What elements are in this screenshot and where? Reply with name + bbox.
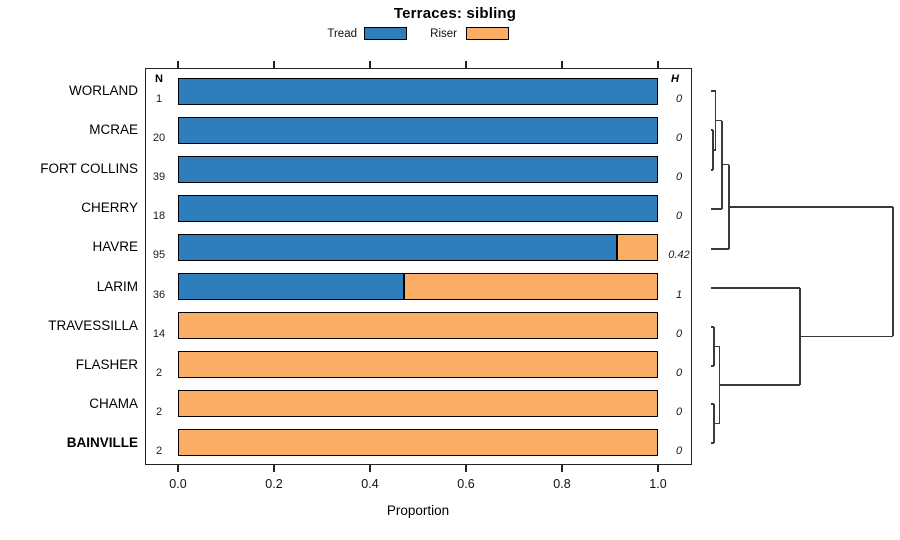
chart-title: Terraces: sibling [393,5,517,22]
x-axis-tick-bottom [657,465,659,472]
x-axis-tick-top [465,61,467,68]
dendrogram-segment [718,346,721,424]
category-label: FORT COLLINS [40,161,138,177]
dendrogram-segment [711,365,714,367]
category-label: TRAVESSILLA [48,317,138,333]
n-value: 18 [152,210,166,223]
bar-segment-riser [178,390,658,418]
h-value: 0 [675,210,683,223]
h-value: 0 [675,444,683,457]
bar-segment-tread [178,155,658,183]
n-value: 36 [152,288,166,301]
n-column-header: N [155,73,163,85]
h-value: 0 [675,171,683,184]
bar-segment-tread [178,273,404,301]
dendrogram-segment [729,206,893,208]
category-label: LARIM [96,278,138,294]
bar-segment-tread [178,194,658,222]
dendrogram-segment [892,206,894,337]
dendrogram-segment [719,384,800,386]
h-value: 0 [675,132,683,145]
n-value: 1 [155,93,163,105]
category-label: CHAMA [89,395,138,411]
n-value: 20 [152,132,166,145]
x-axis-label: Proportion [386,503,450,518]
bar-segment-riser [178,312,658,340]
bar-segment-riser [617,233,658,261]
dendrogram-segment [711,90,716,92]
n-value: 14 [152,327,166,340]
category-label: CHERRY [81,200,138,216]
x-axis-tick-bottom [369,465,371,472]
bar-segment-tread [178,233,618,261]
dendrogram-segment [711,208,722,210]
dendrogram-segment [711,248,729,250]
x-axis-tick-label: 0.4 [361,477,379,491]
x-axis-tick-top [561,61,563,68]
dendrogram-segment [714,345,720,348]
legend-label-tread: Tread [327,28,357,40]
dendrogram-segment [713,149,716,151]
h-value: 0 [675,366,683,379]
legend-label-riser: Riser [430,28,457,40]
bar-segment-tread [178,77,658,105]
x-axis-tick-bottom [177,465,179,472]
bar-segment-tread [178,116,658,144]
dendrogram-segment [711,169,713,171]
x-axis-tick-top [369,61,371,68]
category-label: FLASHER [75,356,138,372]
bar-segment-riser [403,273,658,301]
dendrogram-segment [711,442,714,444]
dendrogram-segment [711,326,714,328]
dendrogram-segment [711,403,714,405]
n-value: 2 [155,444,163,457]
h-value: 0 [675,327,683,340]
dendrogram-segment [713,327,715,366]
category-label: MCRAE [89,122,138,138]
x-axis-tick-label: 1.0 [649,477,667,491]
dendrogram-segment [800,335,893,338]
dendrogram-segment [728,164,730,249]
dendrogram-segment [722,164,729,166]
h-value: 0.42 [668,249,690,262]
category-label: WORLAND [68,83,138,98]
h-column-header: H [671,73,679,85]
dendrogram-segment [712,130,714,170]
x-axis-tick-bottom [465,465,467,472]
n-value: 95 [152,249,166,262]
x-axis-tick-label: 0.8 [553,477,571,491]
legend-swatch-riser [466,27,509,40]
h-value: 0 [675,93,683,105]
dendrogram-segment [711,287,800,289]
dendrogram-segment [714,91,717,150]
h-value: 0 [675,405,683,418]
x-axis-tick-bottom [561,465,563,472]
x-axis-tick-label: 0.2 [265,477,283,491]
category-label: BAINVILLE [66,434,138,450]
x-axis-tick-label: 0.6 [457,477,475,491]
dendrogram-segment [721,120,723,209]
dendrogram-segment [799,288,801,385]
h-value: 1 [675,288,683,301]
dendrogram-segment [711,129,713,131]
n-value: 2 [155,366,163,379]
n-value: 2 [155,405,163,418]
x-axis-tick-label: 0.0 [169,477,187,491]
bar-segment-riser [178,429,658,457]
x-axis-tick-bottom [273,465,275,472]
n-value: 39 [152,171,166,184]
legend-swatch-tread [364,27,407,40]
bar-segment-riser [178,351,658,379]
x-axis-tick-top [657,61,659,68]
plot-area-border [145,68,692,465]
dendrogram-segment [713,404,715,443]
dendrogram-segment [714,422,720,425]
x-axis-tick-top [273,61,275,68]
category-label: HAVRE [92,239,138,255]
x-axis-tick-top [177,61,179,68]
dendrogram-segment [715,119,722,122]
